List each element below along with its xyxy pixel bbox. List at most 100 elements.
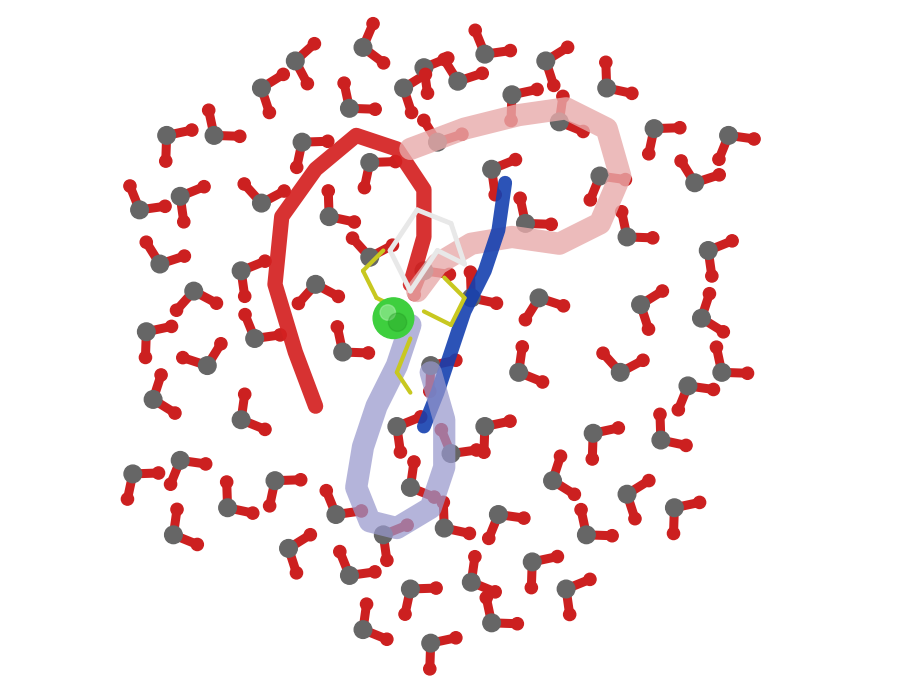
Circle shape [450, 632, 462, 644]
Circle shape [483, 532, 495, 544]
Circle shape [680, 439, 692, 452]
Circle shape [476, 45, 493, 63]
Circle shape [523, 553, 541, 571]
Circle shape [711, 341, 723, 353]
Circle shape [354, 39, 372, 56]
Circle shape [178, 216, 190, 228]
Circle shape [354, 621, 372, 638]
Circle shape [408, 456, 420, 468]
Circle shape [199, 458, 212, 470]
Circle shape [140, 351, 152, 364]
Circle shape [160, 155, 172, 167]
Circle shape [401, 519, 413, 531]
Circle shape [355, 505, 367, 517]
Circle shape [334, 546, 345, 558]
Circle shape [171, 188, 189, 205]
Circle shape [367, 18, 379, 30]
Circle shape [259, 255, 272, 267]
Circle shape [618, 485, 636, 503]
Circle shape [239, 388, 251, 400]
Circle shape [304, 529, 317, 541]
Circle shape [657, 285, 668, 297]
Circle shape [424, 663, 436, 675]
Circle shape [259, 423, 272, 435]
Circle shape [530, 289, 548, 307]
Circle shape [131, 201, 149, 219]
Circle shape [637, 354, 649, 366]
Circle shape [388, 418, 406, 435]
Circle shape [198, 357, 216, 374]
Circle shape [577, 125, 589, 137]
Circle shape [320, 485, 332, 497]
Circle shape [503, 86, 520, 104]
Circle shape [705, 270, 718, 282]
Circle shape [545, 218, 557, 230]
Circle shape [219, 499, 236, 517]
Circle shape [293, 133, 311, 151]
Circle shape [186, 124, 198, 136]
Circle shape [557, 300, 569, 312]
Circle shape [537, 376, 548, 388]
Circle shape [165, 526, 182, 544]
Circle shape [615, 206, 628, 218]
Circle shape [557, 90, 569, 102]
Circle shape [470, 444, 483, 456]
Circle shape [179, 250, 190, 262]
Circle shape [584, 194, 596, 206]
Circle shape [221, 476, 233, 488]
Circle shape [290, 161, 303, 173]
Circle shape [591, 167, 609, 185]
Circle shape [338, 77, 350, 89]
Circle shape [612, 364, 629, 381]
Circle shape [612, 422, 624, 434]
Circle shape [373, 298, 414, 338]
Circle shape [406, 106, 418, 118]
Circle shape [436, 519, 453, 537]
Circle shape [726, 235, 738, 247]
Circle shape [600, 56, 612, 68]
Circle shape [551, 550, 564, 563]
Circle shape [415, 59, 433, 77]
Circle shape [647, 232, 658, 244]
Circle shape [476, 67, 488, 79]
Circle shape [419, 68, 431, 81]
Circle shape [741, 367, 753, 379]
Circle shape [575, 504, 587, 516]
Circle shape [586, 453, 598, 465]
Circle shape [158, 127, 176, 144]
Circle shape [287, 52, 304, 70]
Circle shape [341, 567, 358, 584]
Circle shape [215, 338, 227, 350]
Circle shape [320, 208, 338, 225]
Circle shape [361, 598, 373, 610]
Circle shape [631, 296, 649, 313]
Circle shape [456, 128, 468, 140]
Circle shape [480, 592, 492, 604]
Circle shape [278, 185, 290, 197]
Circle shape [442, 52, 454, 64]
Circle shape [137, 323, 155, 341]
Circle shape [124, 180, 136, 192]
Circle shape [555, 450, 566, 462]
Circle shape [666, 499, 683, 517]
Circle shape [720, 127, 737, 144]
Circle shape [464, 527, 475, 540]
Circle shape [292, 297, 305, 309]
Circle shape [483, 160, 501, 178]
Circle shape [489, 586, 502, 598]
Circle shape [544, 472, 561, 489]
Circle shape [686, 174, 704, 192]
Circle shape [652, 431, 669, 449]
Circle shape [381, 633, 393, 645]
Circle shape [369, 103, 382, 115]
Circle shape [469, 24, 482, 37]
Circle shape [144, 391, 162, 408]
Circle shape [430, 582, 442, 594]
Circle shape [437, 496, 449, 508]
Circle shape [301, 78, 314, 90]
Circle shape [122, 493, 133, 505]
Circle shape [322, 185, 335, 197]
Circle shape [399, 608, 411, 620]
Circle shape [489, 189, 502, 201]
Circle shape [358, 181, 371, 194]
